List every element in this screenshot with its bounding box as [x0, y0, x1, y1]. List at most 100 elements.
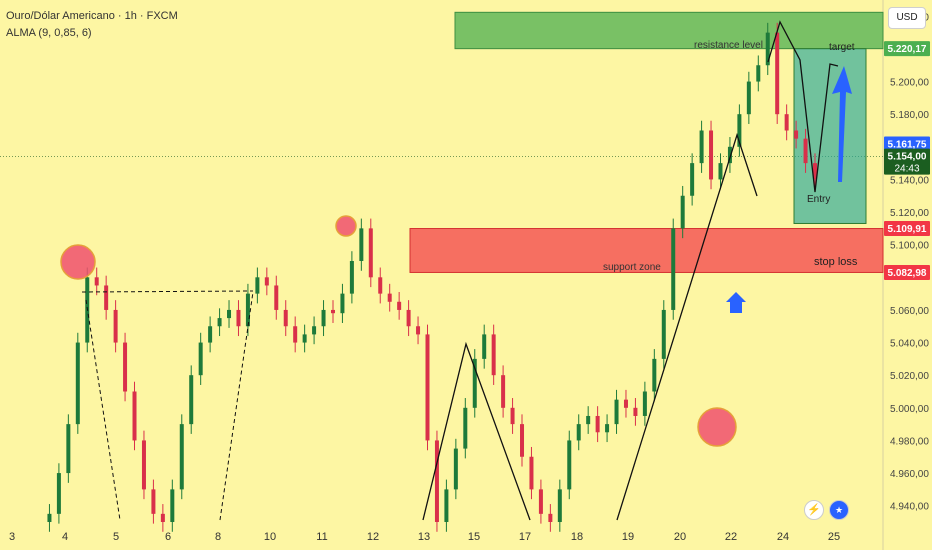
- price-tag-text: 5.082,98: [888, 268, 927, 279]
- candle-body: [113, 309, 118, 343]
- candle-body: [425, 334, 430, 441]
- swing-high-marker: [335, 215, 357, 237]
- candle-body: [576, 424, 581, 441]
- dashed-down: [85, 299, 121, 521]
- x-tick-label: 24: [777, 531, 789, 543]
- y-tick-label: 5.200,00: [890, 78, 929, 89]
- y-tick-label: 5.180,00: [890, 110, 929, 121]
- candle-body: [746, 81, 751, 115]
- candle-body: [482, 334, 487, 359]
- candle-body: [756, 65, 761, 82]
- candle-body: [652, 358, 657, 392]
- candle-body: [784, 114, 789, 131]
- candle-body: [349, 261, 354, 294]
- candle-body: [56, 473, 61, 514]
- indicator-label: ALMA (9, 0,85, 6): [6, 27, 92, 39]
- y-tick-label: 5.000,00: [890, 404, 929, 415]
- us-flag-icon[interactable]: ★: [829, 500, 849, 520]
- y-tick-label: 5.060,00: [890, 306, 929, 317]
- candle-body: [803, 138, 808, 164]
- x-tick-label: 5: [113, 531, 119, 543]
- candle-body: [472, 358, 477, 408]
- candle-body: [605, 424, 610, 433]
- symbol-title: Ouro/Dólar Americano · 1h · FXCM: [6, 10, 178, 22]
- candle-body: [699, 130, 704, 164]
- candle-body: [397, 301, 402, 310]
- x-tick-label: 6: [165, 531, 171, 543]
- entry-label: Entry: [807, 194, 830, 205]
- candle-body: [104, 285, 109, 310]
- candle-body: [453, 448, 458, 490]
- resistance-label: resistance level: [694, 40, 763, 51]
- price-tag: [884, 41, 930, 57]
- candle-body: [359, 228, 364, 261]
- wave-line: [422, 341, 531, 521]
- x-tick-label: 3: [9, 531, 15, 543]
- candle-body: [208, 326, 213, 343]
- candle-body: [340, 293, 345, 314]
- price-tag-text: 5.220,17: [888, 44, 927, 55]
- candle-body: [633, 407, 638, 416]
- x-tick-label: 17: [519, 531, 531, 543]
- candle-body: [765, 32, 770, 66]
- candle-body: [586, 415, 591, 425]
- price-tag: [884, 264, 930, 280]
- candle-body: [538, 489, 543, 514]
- candle-body: [189, 375, 194, 425]
- currency-button[interactable]: USD: [888, 7, 926, 29]
- x-tick-label: 15: [468, 531, 480, 543]
- candle-body: [444, 489, 449, 522]
- candle-body: [293, 326, 298, 343]
- dashed-level: [81, 290, 254, 293]
- target-label: target: [829, 42, 855, 53]
- x-tick-label: 4: [62, 531, 68, 543]
- candle-body: [236, 309, 241, 327]
- y-tick-label: 5.020,00: [890, 371, 929, 382]
- lightning-icon[interactable]: ⚡: [804, 500, 824, 520]
- candle-body: [151, 489, 156, 514]
- candle-body: [406, 309, 411, 327]
- candle-body: [775, 32, 780, 115]
- candle-body: [321, 309, 326, 327]
- projection-line: [767, 20, 839, 193]
- candle-body: [75, 342, 80, 425]
- candle-body: [510, 407, 515, 425]
- candle-body: [198, 342, 203, 376]
- candle-body: [94, 277, 99, 286]
- resistance-zone: [454, 11, 884, 50]
- rally-line: [616, 132, 758, 521]
- candle-body: [491, 334, 496, 376]
- price-tag-countdown: 24:43: [894, 164, 919, 175]
- candle-body: [737, 114, 742, 147]
- support-zone: [409, 228, 884, 273]
- candle-body: [217, 318, 222, 327]
- candle-body: [557, 489, 562, 522]
- x-tick-label: 19: [622, 531, 634, 543]
- candle-body: [709, 130, 714, 180]
- candle-body: [160, 513, 165, 522]
- candle-body: [245, 293, 250, 327]
- candle-body: [548, 513, 553, 522]
- candle-body: [463, 407, 468, 449]
- x-tick-label: 20: [674, 531, 686, 543]
- x-tick-label: 25: [828, 531, 840, 543]
- y-tick-label: 5.100,00: [890, 241, 929, 252]
- candle-body: [501, 375, 506, 408]
- y-tick-label: 5.140,00: [890, 175, 929, 186]
- x-tick-label: 10: [264, 531, 276, 543]
- candle-body: [661, 309, 666, 359]
- candle-body: [264, 277, 269, 286]
- candle-body: [255, 277, 260, 294]
- y-tick-label: 4.960,00: [890, 469, 929, 480]
- candle-body: [567, 440, 572, 490]
- price-tag-text: 5.154,00: [888, 152, 927, 163]
- x-tick-label: 13: [418, 531, 430, 543]
- candle-body: [614, 399, 619, 425]
- stop-loss-label: stop loss: [814, 256, 858, 268]
- price-tag-text: 5.109,91: [888, 224, 927, 235]
- candle-body: [330, 309, 335, 314]
- price-tag-text: 5.161,75: [888, 139, 927, 150]
- candle-body: [794, 130, 799, 139]
- candle-body: [123, 342, 128, 392]
